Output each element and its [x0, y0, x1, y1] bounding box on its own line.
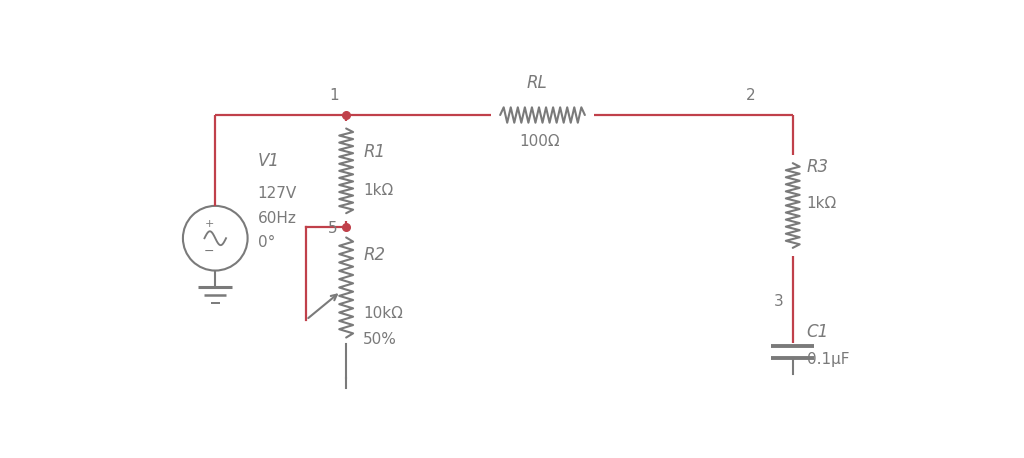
Text: 60Hz: 60Hz [258, 211, 297, 226]
Text: −: − [204, 245, 214, 258]
Text: 1kΩ: 1kΩ [364, 183, 393, 198]
Text: 10kΩ: 10kΩ [364, 306, 403, 321]
Text: R2: R2 [364, 246, 385, 264]
Text: 127V: 127V [258, 186, 297, 201]
Text: 1: 1 [330, 88, 339, 103]
Text: 1kΩ: 1kΩ [807, 196, 837, 211]
Text: 100Ω: 100Ω [519, 135, 560, 149]
Text: 50%: 50% [364, 333, 397, 347]
Text: 2: 2 [745, 88, 756, 103]
Text: +: + [205, 218, 214, 229]
Text: V1: V1 [258, 152, 280, 170]
Text: 3: 3 [774, 294, 783, 309]
Text: 0°: 0° [258, 235, 275, 251]
Text: RL: RL [526, 74, 548, 92]
Text: 0.1μF: 0.1μF [807, 352, 849, 367]
Text: R3: R3 [807, 158, 828, 176]
Text: C1: C1 [807, 323, 828, 341]
Text: R1: R1 [364, 143, 385, 161]
Text: 5: 5 [328, 222, 337, 236]
